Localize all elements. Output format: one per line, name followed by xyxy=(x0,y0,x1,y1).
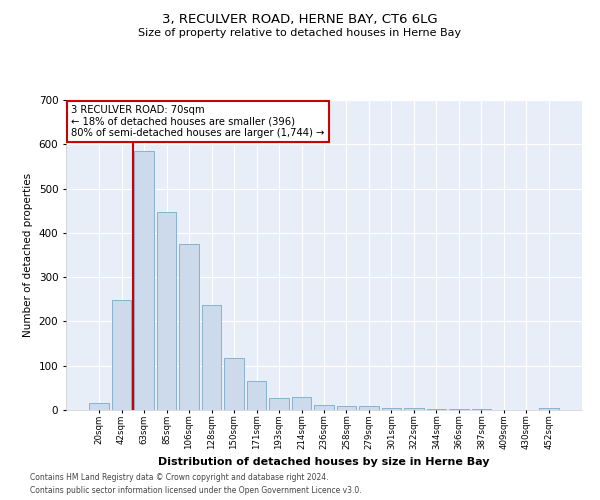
Bar xyxy=(472,409,491,410)
Bar xyxy=(157,212,176,410)
Bar xyxy=(269,398,289,410)
Bar xyxy=(449,409,469,410)
Bar xyxy=(224,358,244,410)
Bar xyxy=(359,406,379,410)
Bar xyxy=(382,408,401,410)
Bar xyxy=(292,396,311,410)
Text: 3, RECULVER ROAD, HERNE BAY, CT6 6LG: 3, RECULVER ROAD, HERNE BAY, CT6 6LG xyxy=(162,12,438,26)
Y-axis label: Number of detached properties: Number of detached properties xyxy=(23,173,33,337)
Text: 3 RECULVER ROAD: 70sqm
← 18% of detached houses are smaller (396)
80% of semi-de: 3 RECULVER ROAD: 70sqm ← 18% of detached… xyxy=(71,104,325,138)
Bar xyxy=(404,408,424,410)
Bar xyxy=(314,404,334,410)
Bar xyxy=(427,408,446,410)
Text: Size of property relative to detached houses in Herne Bay: Size of property relative to detached ho… xyxy=(139,28,461,38)
Bar xyxy=(539,408,559,410)
Bar xyxy=(202,304,221,410)
X-axis label: Distribution of detached houses by size in Herne Bay: Distribution of detached houses by size … xyxy=(158,458,490,468)
Text: Contains public sector information licensed under the Open Government Licence v3: Contains public sector information licen… xyxy=(30,486,362,495)
Bar xyxy=(337,406,356,410)
Text: Contains HM Land Registry data © Crown copyright and database right 2024.: Contains HM Land Registry data © Crown c… xyxy=(30,474,329,482)
Bar xyxy=(179,244,199,410)
Bar xyxy=(134,151,154,410)
Bar xyxy=(89,404,109,410)
Bar xyxy=(247,381,266,410)
Bar xyxy=(112,300,131,410)
